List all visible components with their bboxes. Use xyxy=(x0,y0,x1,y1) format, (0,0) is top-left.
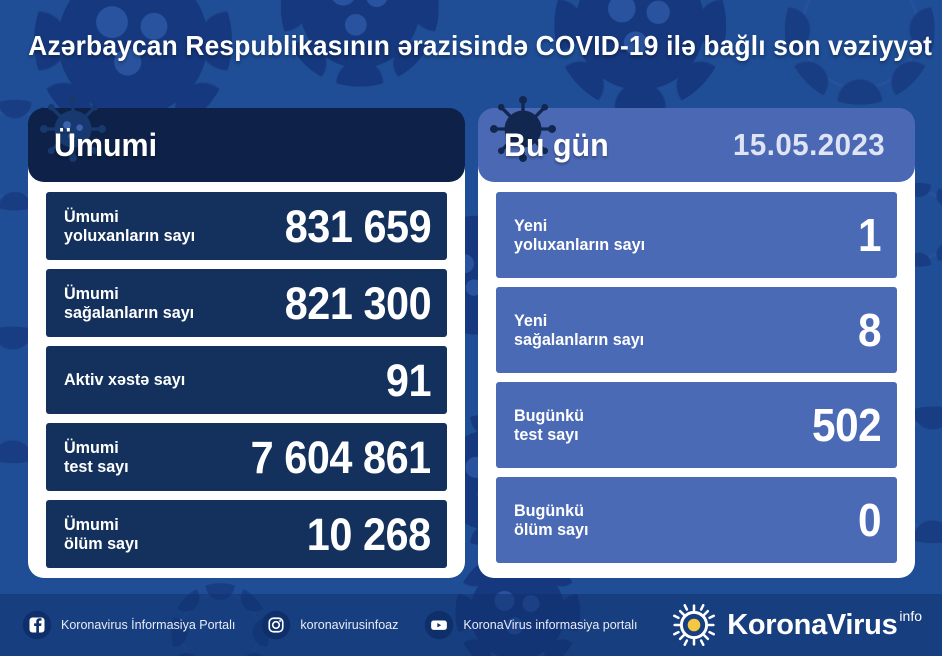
brand-logo[interactable]: KoronaVirus info xyxy=(673,604,922,646)
stat-label: Ümumi sağalanların sayı xyxy=(64,283,195,322)
stat-label: Ümumi yoluxanların sayı xyxy=(64,206,196,245)
total-rows: Ümumi yoluxanların sayı 831 659 Ümumi sa… xyxy=(28,176,465,584)
social-facebook[interactable]: Koronavirus İnformasiya Portalı xyxy=(22,610,235,640)
social-label: KoronaVirus informasiya portalı xyxy=(463,618,638,632)
stat-value: 8 xyxy=(857,304,882,356)
stat-label: Aktiv xəstə sayı xyxy=(64,370,186,390)
stat-row: Aktiv xəstə sayı 91 xyxy=(46,346,447,414)
facebook-icon[interactable] xyxy=(22,610,52,640)
today-panel-header: Bu gün 15.05.2023 xyxy=(478,96,915,182)
stat-label: Yeni sağalanların sayı xyxy=(514,310,645,349)
stat-value: 7 604 861 xyxy=(250,431,432,483)
total-panel-heading: Ümumi xyxy=(54,126,158,163)
stat-value: 1 xyxy=(857,209,882,261)
brand-name: KoronaVirus xyxy=(727,608,898,641)
instagram-icon[interactable] xyxy=(261,610,291,640)
brand-suffix: info xyxy=(899,607,922,624)
total-statistics-panel: Ümumi Ümumi yoluxanların sayı 831 659 Üm… xyxy=(28,96,465,584)
today-rows: Yeni yoluxanların sayı 1 Yeni sağalanlar… xyxy=(478,176,915,579)
today-panel-heading: Bu gün xyxy=(504,126,609,163)
stat-label: Ümumi test sayı xyxy=(64,437,129,476)
stat-row: Bugünkü test sayı 502 xyxy=(496,382,897,468)
stat-value: 831 659 xyxy=(284,200,432,252)
stat-row: Ümumi yoluxanların sayı 831 659 xyxy=(46,192,447,260)
stat-row: Ümumi test sayı 7 604 861 xyxy=(46,423,447,491)
stat-label: Bugünkü test sayı xyxy=(514,405,584,444)
virus-decoration-icon xyxy=(490,96,556,162)
stat-label: Ümumi ölüm sayı xyxy=(64,514,139,553)
stat-row: Ümumi ölüm sayı 10 268 xyxy=(46,500,447,568)
corona-sun-icon xyxy=(673,604,716,646)
total-panel-header: Ümumi xyxy=(28,96,465,182)
stat-label: Yeni yoluxanların sayı xyxy=(514,215,646,254)
stat-row: Bugünkü ölüm sayı 0 xyxy=(496,477,897,563)
stat-value: 0 xyxy=(857,494,882,546)
social-label: Koronavirus İnformasiya Portalı xyxy=(61,618,236,632)
footer-bar: Koronavirus İnformasiya Portalı koronavi… xyxy=(0,594,942,656)
social-label: koronavirusinfoaz xyxy=(300,618,399,632)
today-statistics-panel: Bu gün 15.05.2023 Yeni yoluxanların sayı… xyxy=(478,96,915,579)
page-title: Azərbaycan Respublikasının ərazisində CO… xyxy=(28,30,933,61)
stat-row: Ümumi sağalanların sayı 821 300 xyxy=(46,269,447,337)
social-youtube[interactable]: KoronaVirus informasiya portalı xyxy=(424,610,638,640)
social-instagram[interactable]: koronavirusinfoaz xyxy=(261,610,398,640)
stat-value: 502 xyxy=(811,399,882,451)
stat-value: 10 268 xyxy=(307,508,431,560)
youtube-icon[interactable] xyxy=(424,610,454,640)
stat-label: Bugünkü ölüm sayı xyxy=(514,500,589,539)
stat-value: 91 xyxy=(385,354,432,406)
today-panel-date: 15.05.2023 xyxy=(732,127,885,162)
stat-row: Yeni sağalanların sayı 8 xyxy=(496,287,897,373)
stat-value: 821 300 xyxy=(284,277,432,329)
stat-row: Yeni yoluxanların sayı 1 xyxy=(496,192,897,278)
